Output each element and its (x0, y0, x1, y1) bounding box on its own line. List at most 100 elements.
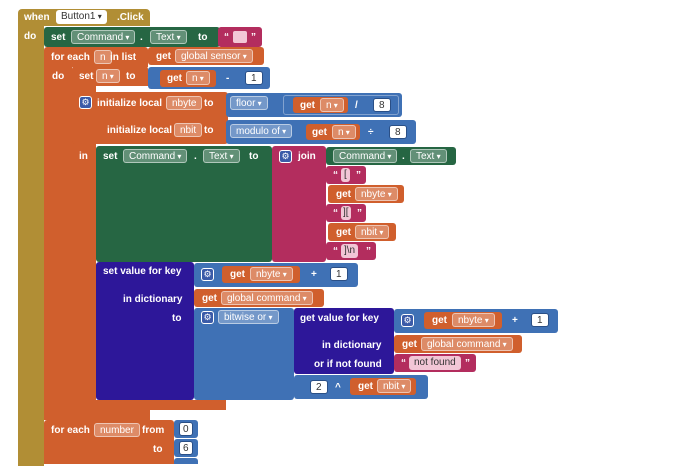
set-value-for-key-block[interactable] (96, 262, 194, 400)
join-text-dropdown[interactable]: Text (410, 149, 447, 163)
empty-text-field[interactable] (233, 31, 247, 43)
foreach-n-footer (44, 410, 150, 420)
from-label: from (142, 425, 165, 436)
get-nbit-dropdown[interactable]: nbit (355, 225, 390, 239)
get-label-5: get (336, 227, 351, 238)
quote-close-3: ” (357, 208, 362, 219)
number-1-field-2[interactable]: 1 (330, 267, 348, 281)
for-each-label-2: for each (51, 425, 90, 436)
bitwise-or-dropdown[interactable]: bitwise or (218, 310, 279, 324)
loop-var-n[interactable]: n (94, 50, 112, 64)
power-operator: ^ (335, 382, 341, 393)
do-label-2: do (52, 71, 65, 82)
get-label-2: get (300, 100, 315, 111)
set-label-2: set (103, 151, 118, 162)
event-name: .Click (117, 12, 144, 23)
quote-open-3: “ (333, 208, 338, 219)
get-n-var-dropdown[interactable]: n (186, 71, 210, 85)
plus-operator: + (311, 269, 317, 280)
text-property-dropdown[interactable]: Text (150, 30, 187, 44)
get-n-label: get (167, 73, 182, 84)
in-dictionary-label-2: in dictionary (322, 340, 382, 351)
text-field-bracket-mid[interactable]: ][ (341, 206, 351, 220)
join-block[interactable] (272, 146, 326, 262)
local-var-nbyte[interactable]: nbyte (166, 96, 203, 110)
init-local-label-1: initialize local (97, 98, 163, 109)
init-to-label-2: to (204, 125, 214, 136)
text-field-newline[interactable]: ]\n (341, 244, 359, 258)
modulo-dropdown[interactable]: modulo of (230, 124, 293, 138)
number-1-field[interactable]: 1 (245, 71, 263, 85)
quote-open-4: “ (333, 246, 338, 257)
component-dropdown-button1[interactable]: Button1 (56, 10, 107, 24)
quote-close-5: ” (465, 358, 470, 369)
divide-operator: / (355, 100, 358, 111)
foreach-n-block[interactable] (44, 47, 148, 67)
global-command-dropdown[interactable]: global command (221, 291, 313, 305)
for-each-label: for each (51, 52, 90, 63)
get-nbit-dropdown-2[interactable]: nbit (377, 379, 412, 393)
local-var-nbit[interactable]: nbit (174, 123, 203, 137)
add-mutator-gear-icon[interactable]: ⚙ (201, 268, 214, 281)
loop-var-number[interactable]: number (94, 423, 140, 437)
number-8-field-2[interactable]: 8 (389, 125, 407, 139)
number-8-field[interactable]: 8 (373, 98, 391, 112)
quote-open: “ (224, 32, 229, 43)
number-1-field-3[interactable]: 1 (531, 313, 549, 327)
get-value-for-key-block[interactable] (294, 308, 394, 374)
not-found-text-field[interactable]: not found (409, 356, 461, 370)
text-field-bracket-open[interactable]: [ (341, 168, 350, 182)
get-label-4: get (336, 189, 351, 200)
command-component-dropdown[interactable]: Command (71, 30, 136, 44)
foreach-n-body (44, 67, 72, 420)
get-nbyte-dropdown[interactable]: nbyte (355, 187, 398, 201)
get-n-dropdown-3[interactable]: n (332, 125, 356, 139)
in-list-label: in list (110, 52, 137, 63)
join-command-dropdown[interactable]: Command (333, 149, 398, 163)
from-number-field[interactable]: 0 (179, 422, 193, 436)
event-block-body (18, 26, 44, 466)
global-command-dropdown-2[interactable]: global command (421, 337, 513, 351)
bitwise-mutator-gear-icon[interactable]: ⚙ (201, 311, 214, 324)
join-mutator-gear-icon[interactable]: ⚙ (279, 150, 292, 163)
quote-open-2: “ (333, 170, 338, 181)
global-sensor-dropdown[interactable]: global sensor (175, 49, 253, 63)
get-n-dropdown-2[interactable]: n (320, 98, 344, 112)
number-2-field[interactable]: 2 (310, 380, 328, 394)
set-n-label: set (79, 71, 94, 82)
get-label-10: get (358, 381, 373, 392)
get-label-9: get (402, 339, 417, 350)
get-label-3: get (312, 127, 327, 138)
to-label-3: to (172, 313, 182, 324)
text-property-dropdown-2[interactable]: Text (203, 149, 240, 163)
foreach-number-block[interactable] (44, 420, 174, 464)
get-label-6: get (230, 269, 245, 280)
quote-close-2: ” (356, 170, 361, 181)
to-label: to (198, 32, 208, 43)
dot-label: . (140, 32, 143, 43)
get-value-for-key-label: get value for key (300, 313, 379, 324)
modulo-operator: ÷ (368, 127, 374, 138)
set-label: set (51, 32, 66, 43)
set-command-text-join-block[interactable] (96, 146, 272, 262)
join-dot-label: . (402, 151, 405, 162)
init-local-label-2: initialize local (107, 125, 173, 136)
add-mutator-gear-icon-2[interactable]: ⚙ (401, 314, 414, 327)
set-n-var-dropdown[interactable]: n (96, 69, 120, 83)
quote-close-4: ” (366, 246, 371, 257)
by-number-block-partial[interactable] (174, 458, 198, 464)
to-label-4: to (153, 444, 163, 455)
in-label: in (79, 151, 88, 162)
minus-operator: - (226, 73, 230, 84)
set-n-to-label: to (126, 71, 136, 82)
get-nbyte-dropdown-3[interactable]: nbyte (452, 313, 495, 327)
floor-dropdown[interactable]: floor (230, 96, 268, 110)
get-nbyte-dropdown-2[interactable]: nbyte (250, 267, 293, 281)
mutator-gear-icon[interactable]: ⚙ (79, 96, 92, 109)
command-dropdown-2[interactable]: Command (123, 149, 188, 163)
get-label-7: get (202, 293, 217, 304)
when-label: when (24, 12, 50, 23)
to-number-field[interactable]: 6 (179, 441, 193, 455)
get-label: get (156, 51, 171, 62)
dot-label-2: . (194, 151, 197, 162)
